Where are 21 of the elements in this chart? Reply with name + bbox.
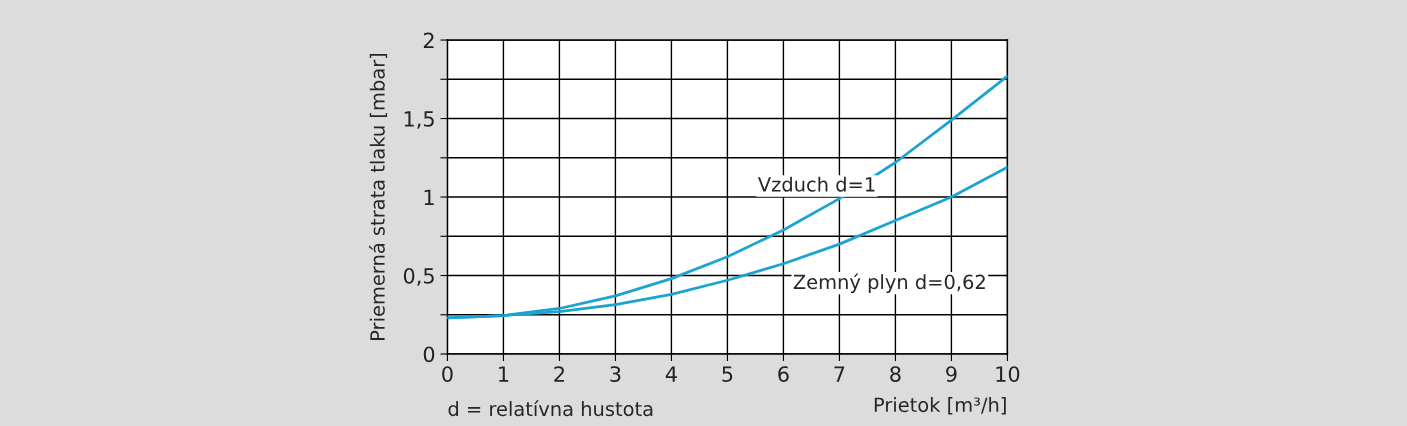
- x-tick-label: 5: [722, 366, 733, 382]
- x-tick-label: 1: [499, 366, 509, 382]
- text: d = relatívna hustota: [448, 400, 653, 417]
- x-tick-label: 4: [665, 366, 677, 382]
- x-tick-label: 9: [946, 366, 957, 382]
- x-tick-label: 2: [554, 366, 564, 382]
- x-tick-label: 3: [610, 366, 621, 382]
- series-label: Zemný plyn d=0,62: [793, 273, 985, 294]
- y-tick-label: 1,5: [404, 111, 434, 129]
- y-tick-label: 0: [423, 346, 435, 363]
- y-axis-title: Priemerná strata tlaku [mbar]: [369, 53, 388, 340]
- series-label: Vzduch d=1: [757, 176, 875, 192]
- x-tick-label: 6: [778, 366, 789, 382]
- x-tick-label: 8: [890, 366, 901, 382]
- y-tick-label: 1: [424, 189, 434, 205]
- x-tick-label: 7: [834, 366, 845, 382]
- x-tick-label: 0: [442, 366, 453, 382]
- x-tick-label: 10: [996, 366, 1020, 382]
- x-axis-title: Prietok [m³/h]: [874, 397, 1006, 415]
- y-tick-label: 2: [423, 32, 434, 48]
- y-tick-label: 0,5: [403, 267, 434, 286]
